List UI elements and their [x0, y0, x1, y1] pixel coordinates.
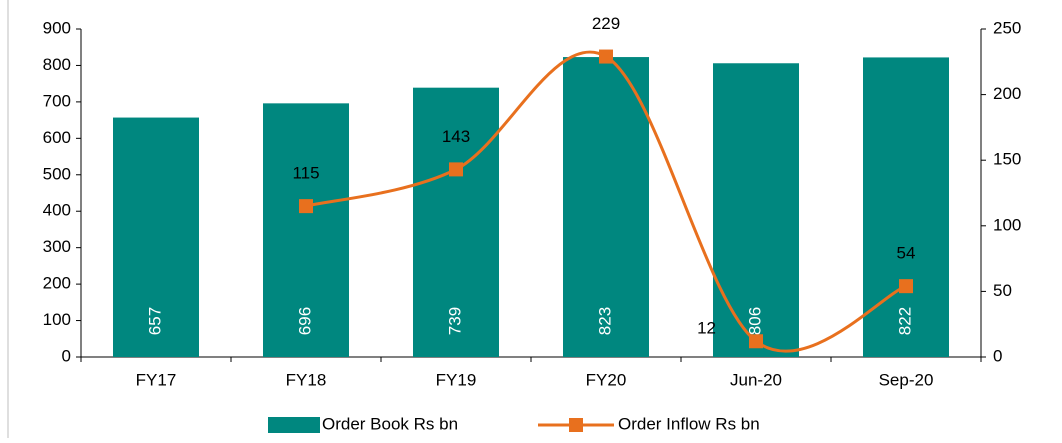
line-value-label: 12: [697, 319, 716, 338]
y-tick-label: 400: [43, 201, 71, 220]
line-value-label: 115: [292, 164, 319, 183]
bar: [713, 63, 799, 357]
x-tick-label: Sep-20: [879, 370, 934, 389]
line-marker: [449, 162, 463, 177]
y-tick-label: 100: [43, 310, 71, 329]
y-tick-label: 700: [43, 91, 71, 110]
y2-tick-label: 0: [993, 346, 1002, 365]
bar-value-label: 822: [895, 307, 914, 335]
x-tick-label: FY17: [136, 370, 177, 389]
y-tick-label: 300: [43, 237, 71, 256]
line: [305, 50, 907, 353]
line-value-label: 229: [592, 14, 620, 33]
legend-label: Order Inflow Rs bn: [618, 414, 760, 433]
bar-value-label: 739: [445, 307, 464, 335]
legend-label: Order Book Rs bn: [322, 414, 458, 433]
bar-value-label: 806: [745, 307, 764, 335]
bar: [113, 117, 199, 357]
bar-value-label: 823: [595, 307, 614, 335]
bar-value-label: 657: [145, 307, 164, 335]
legend-swatch: [268, 417, 320, 433]
line-marker: [899, 279, 913, 294]
y2-tick-label: 50: [993, 281, 1012, 300]
line-marker: [599, 49, 613, 64]
y-tick-label: 600: [43, 128, 71, 147]
x-tick-label: FY19: [436, 370, 477, 389]
x-tick-label: Jun-20: [730, 370, 782, 389]
bar-value-label: 696: [295, 307, 314, 335]
y2-tick-label: 250: [993, 18, 1021, 37]
y-tick-label: 200: [43, 274, 71, 293]
bar: [263, 103, 349, 357]
bar: [413, 87, 499, 358]
y2-tick-label: 100: [993, 215, 1021, 234]
x-tick-label: FY20: [586, 370, 627, 389]
y2-tick-label: 150: [993, 150, 1021, 169]
x-tick-label: FY18: [286, 370, 327, 389]
line-marker: [299, 199, 313, 214]
y2-tick-label: 200: [993, 84, 1021, 103]
y-tick-label: 800: [43, 55, 71, 74]
y-tick-label: 0: [62, 346, 71, 365]
line-value-label: 54: [897, 244, 916, 263]
bar: [563, 57, 649, 357]
y-tick-label: 500: [43, 164, 71, 183]
legend-swatch: [569, 418, 583, 432]
y-tick-label: 900: [43, 18, 71, 37]
line-marker: [749, 334, 763, 349]
line-value-label: 143: [442, 127, 470, 146]
